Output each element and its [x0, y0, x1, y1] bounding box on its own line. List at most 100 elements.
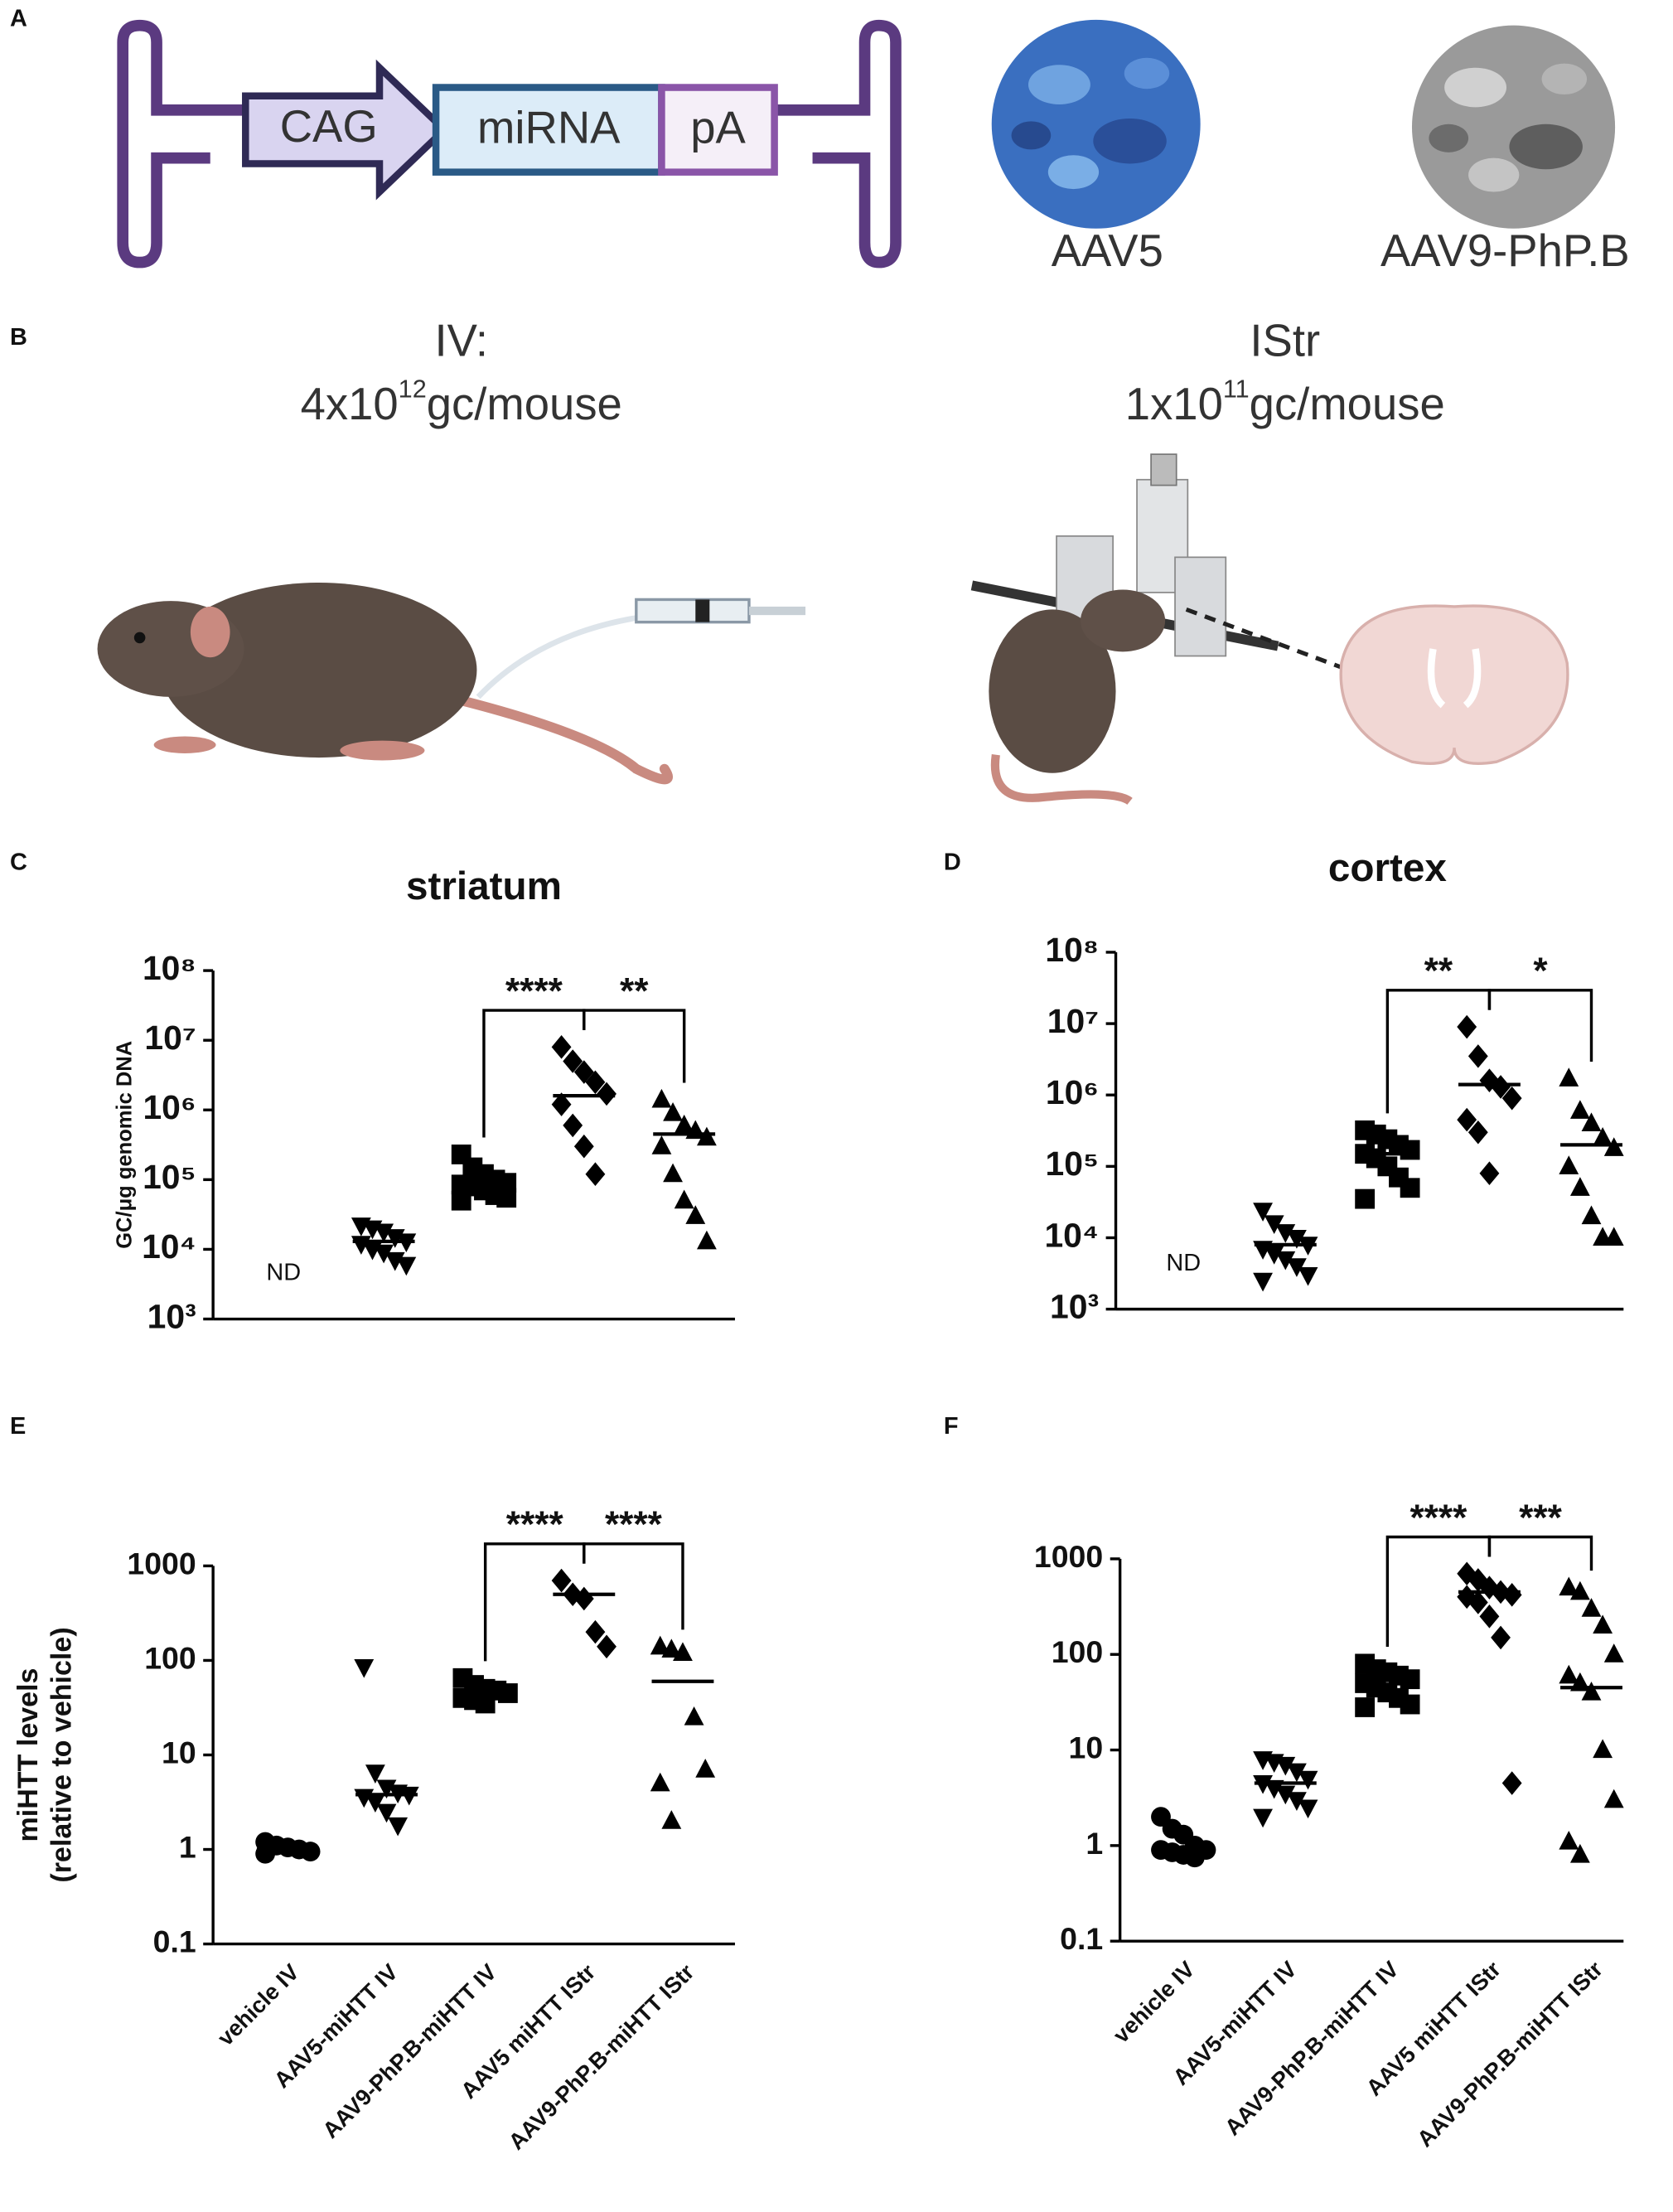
mouse-paw [340, 740, 425, 761]
point [1298, 1770, 1318, 1790]
dose-exponent: 12 [399, 375, 427, 404]
brain-section [1339, 604, 1569, 765]
chart-title: striatum [406, 864, 562, 908]
y-tick-label: 10 [162, 1735, 196, 1769]
significance-label: *** [1519, 1498, 1562, 1538]
point [573, 1060, 594, 1084]
point [1298, 1799, 1318, 1819]
significance-label: ** [1424, 951, 1453, 991]
syringe [635, 598, 751, 624]
point [496, 1188, 517, 1208]
frame-knob [1150, 453, 1177, 486]
significance-label: **** [1409, 1498, 1468, 1538]
mouse-body [161, 582, 477, 758]
point [673, 1642, 693, 1661]
chart-title: cortex [1328, 846, 1448, 890]
syringe-plunger [695, 599, 710, 622]
point [1457, 1014, 1477, 1039]
point [497, 1683, 518, 1703]
point [1253, 1272, 1273, 1292]
route-name: IV: [434, 316, 488, 366]
point [1593, 1126, 1613, 1146]
point [585, 1162, 606, 1186]
route-dose: 1x1011gc/mouse [1125, 375, 1445, 430]
y-tick-label: 10⁸ [1045, 931, 1099, 969]
dose-base: 4x10 [301, 379, 399, 429]
point [1569, 1177, 1590, 1196]
mouse-ear [190, 606, 230, 658]
y-tick-label: 1000 [1034, 1539, 1103, 1574]
point [651, 1135, 672, 1154]
point [1559, 1576, 1579, 1596]
significance-label: **** [605, 1504, 663, 1545]
point [1355, 1697, 1376, 1717]
panel-label: B [10, 324, 27, 351]
point [1559, 1067, 1579, 1087]
y-tick-label: 10⁴ [1044, 1216, 1099, 1254]
dose-base: 1x10 [1125, 379, 1223, 429]
point [1581, 1598, 1602, 1617]
y-tick-label: 10³ [1050, 1287, 1099, 1325]
stereotaxic [970, 453, 1569, 806]
mouse-eye [133, 632, 146, 644]
construct-label: miRNA [477, 103, 621, 153]
panel-label: E [10, 1413, 26, 1440]
point [388, 1817, 409, 1837]
point [1287, 1763, 1307, 1783]
point [650, 1772, 670, 1792]
frame-block [1174, 556, 1227, 657]
significance-label: **** [506, 1504, 564, 1545]
y-tick-label: 1000 [127, 1546, 196, 1580]
significance-label: **** [505, 970, 563, 1011]
y-axis-label: (relative to vehicle) [46, 1627, 78, 1882]
significance-bracket [483, 1542, 586, 1662]
group-annotation: ND [1166, 1250, 1201, 1276]
capsid-label: AAV5 [1052, 225, 1163, 276]
tubing [476, 615, 637, 699]
mouse-tail [447, 693, 673, 785]
capsid-detail [1093, 118, 1167, 164]
point [1501, 1583, 1522, 1607]
point [573, 1134, 594, 1159]
panel-label: D [944, 849, 961, 875]
capsid-detail [1429, 123, 1469, 152]
point [376, 1803, 397, 1823]
dose-unit: gc/mouse [1250, 379, 1445, 429]
point [1491, 1625, 1511, 1650]
point [1581, 1682, 1602, 1701]
point [695, 1759, 716, 1778]
syringe-rod [748, 606, 806, 616]
point [663, 1163, 683, 1183]
mouse-tail [990, 753, 1133, 806]
point [1275, 1251, 1296, 1271]
y-tick-label: 10⁶ [143, 1088, 196, 1126]
x-tick-label: vehicle IV [212, 1959, 304, 2051]
mouse-iv [97, 582, 806, 785]
y-tick-label: 10⁶ [1046, 1073, 1099, 1111]
capsid-detail [1124, 57, 1170, 90]
y-tick-label: 1 [179, 1829, 196, 1864]
capsid-detail [1011, 121, 1052, 150]
point [674, 1114, 694, 1134]
significance-label: ** [620, 970, 649, 1011]
point [1264, 1215, 1284, 1235]
group-annotation: ND [266, 1260, 301, 1286]
point [1287, 1258, 1307, 1277]
point [1603, 1137, 1624, 1156]
point [255, 1843, 276, 1864]
point [1479, 1161, 1500, 1185]
point [374, 1244, 394, 1264]
panel-label: C [10, 849, 27, 875]
y-tick-label: 10⁸ [143, 949, 196, 987]
point [650, 1635, 670, 1655]
capsid-detail [1509, 123, 1583, 170]
y-tick-label: 10⁵ [1045, 1145, 1099, 1183]
point [696, 1126, 717, 1146]
x-tick-label: AAV9-PhP.B-miHTT IV [1220, 1956, 1404, 2140]
cag-arrow [242, 59, 450, 201]
y-tick-label: 0.1 [1060, 1921, 1103, 1956]
y-tick-label: 0.1 [153, 1924, 196, 1958]
point [663, 1102, 683, 1121]
capsid-aav5 [991, 19, 1201, 229]
